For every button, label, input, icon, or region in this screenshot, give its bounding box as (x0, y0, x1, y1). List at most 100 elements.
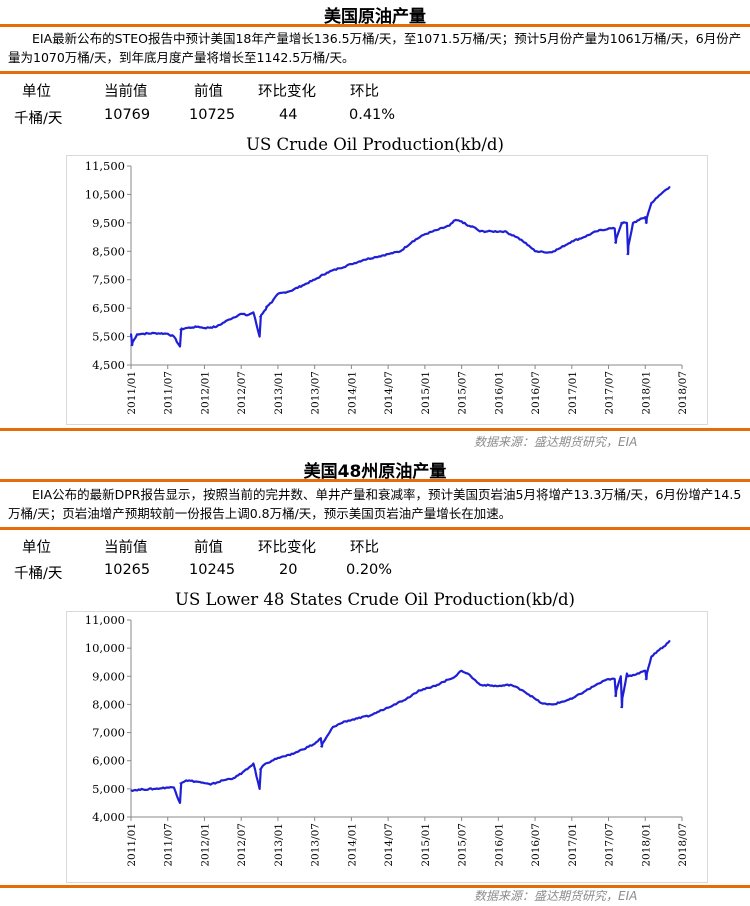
data-point (332, 726, 334, 728)
y-tick-label: 7,000 (92, 726, 125, 740)
data-point (265, 762, 267, 765)
y-tick-label: 5,500 (92, 330, 125, 344)
data-point (203, 327, 206, 329)
data-point (418, 689, 420, 691)
x-tick-label: 2012/01 (199, 371, 211, 415)
data-point (571, 240, 573, 242)
section-1-source: 数据来源：盛达期货研究，EIA (474, 435, 638, 449)
data-point (179, 345, 181, 348)
x-tick-label: 2015/07 (457, 371, 469, 415)
section-1-description: EIA最新公布的STEO报告中预计美国18年产量增长136.5万桶/天，至107… (8, 31, 742, 65)
data-point (130, 333, 132, 335)
data-point (222, 779, 224, 782)
section-1-bottom-rule (0, 428, 750, 431)
x-tick-label: 2015/01 (420, 371, 432, 415)
stats-value-unit: 千桶/天 (14, 111, 63, 127)
series-line (130, 639, 671, 804)
stats-value-pct: 0.20% (346, 562, 393, 578)
data-point (344, 720, 346, 722)
data-point (534, 698, 536, 700)
data-point (314, 279, 316, 281)
data-point (626, 253, 628, 255)
data-point (516, 236, 518, 238)
data-point (638, 219, 640, 221)
data-point (179, 802, 181, 804)
data-point (503, 230, 506, 232)
data-point (614, 227, 616, 230)
section-2-bottom-rule (0, 885, 750, 888)
stats-header-change: 环比变化 (258, 84, 316, 100)
data-point (644, 222, 646, 224)
data-point (246, 768, 248, 770)
data-point (430, 686, 432, 689)
x-tick-label: 2013/01 (273, 823, 285, 867)
stats-value-unit: 千桶/天 (14, 566, 63, 582)
stats-header-current: 当前值 (104, 84, 148, 100)
x-tick-label: 2014/01 (346, 823, 358, 867)
data-point (461, 670, 463, 672)
data-point (583, 691, 585, 693)
y-tick-label: 8,500 (92, 244, 125, 258)
stats-value-pct: 0.41% (349, 107, 396, 123)
data-point (448, 225, 450, 227)
data-point (614, 242, 616, 244)
x-tick-label: 2014/07 (383, 823, 395, 867)
data-point (191, 326, 193, 329)
x-tick-label: 2014/01 (346, 371, 358, 415)
data-point (179, 782, 181, 784)
x-tick-label: 2011/01 (126, 823, 138, 867)
stats-value-change: 44 (279, 107, 298, 123)
data-point (387, 253, 389, 255)
data-point (130, 789, 132, 791)
data-point (277, 293, 279, 295)
data-point (185, 327, 187, 329)
data-point (375, 256, 377, 258)
data-point (632, 674, 634, 676)
data-point (454, 219, 457, 221)
data-point (271, 301, 273, 304)
x-tick-label: 2011/07 (163, 823, 175, 867)
y-tick-label: 4,000 (92, 810, 125, 824)
y-tick-label: 6,500 (92, 301, 125, 315)
data-point (644, 678, 646, 680)
data-point (399, 250, 401, 252)
stats-value-previous: 10245 (189, 562, 236, 578)
data-point (197, 326, 199, 328)
data-point (326, 272, 328, 274)
section-1-top-rule (0, 24, 750, 27)
data-point (265, 308, 267, 311)
data-point (656, 196, 659, 198)
stats-value-current: 10769 (104, 107, 151, 123)
data-point (154, 332, 157, 334)
x-tick-label: 2017/01 (567, 823, 579, 867)
x-tick-label: 2016/01 (493, 823, 505, 867)
x-tick-label: 2013/01 (273, 371, 285, 415)
data-point (436, 229, 438, 231)
data-point (614, 695, 616, 697)
y-tick-label: 9,000 (92, 669, 125, 683)
data-point (209, 784, 212, 786)
data-point (277, 757, 279, 759)
section-2-top-rule (0, 479, 750, 482)
data-point (669, 186, 671, 188)
stats-header-unit: 单位 (22, 540, 51, 556)
data-point (558, 247, 561, 250)
chart-2-frame (66, 611, 708, 883)
x-tick-label: 2016/07 (530, 371, 542, 415)
data-point (626, 675, 628, 677)
x-tick-label: 2014/07 (383, 371, 395, 415)
x-tick-label: 2012/01 (199, 823, 211, 867)
data-point (301, 748, 304, 751)
data-point (369, 715, 371, 717)
data-point (252, 762, 255, 765)
data-point (393, 703, 395, 706)
stats-header-change: 环比变化 (258, 540, 316, 556)
data-point (265, 306, 267, 308)
data-point (136, 333, 138, 335)
data-point (289, 754, 291, 756)
data-point (479, 230, 481, 232)
section-2-source: 数据来源：盛达期货研究，EIA (474, 889, 638, 903)
data-point (338, 267, 340, 269)
data-point (509, 684, 512, 686)
x-tick-label: 2016/07 (530, 823, 542, 867)
